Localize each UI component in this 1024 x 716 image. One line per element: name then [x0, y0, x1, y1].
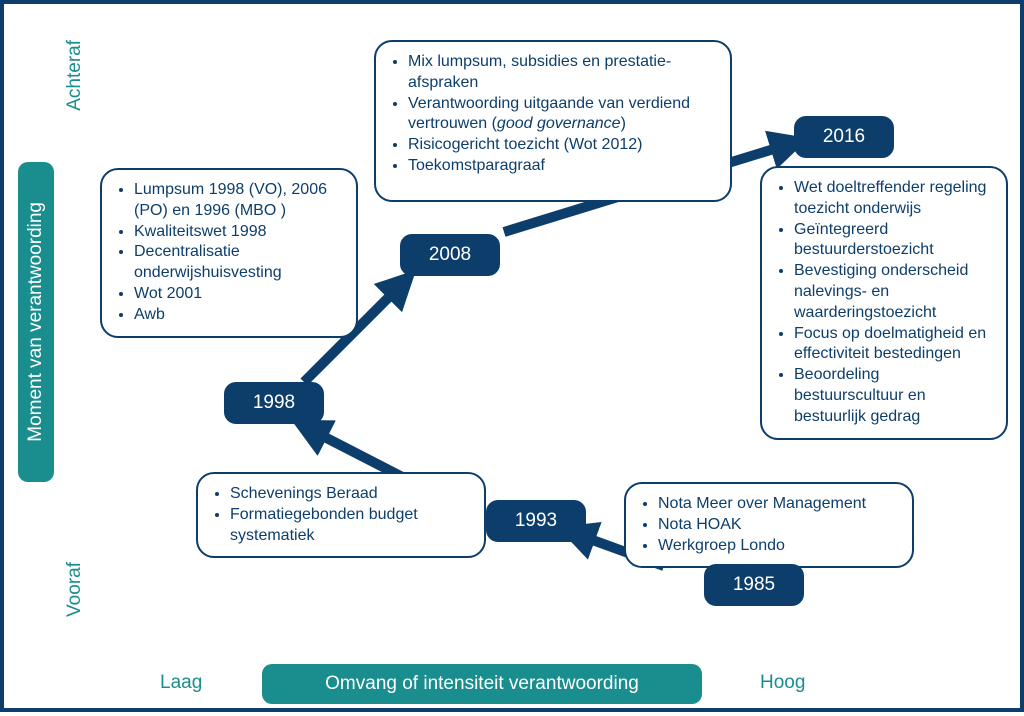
- diagram-frame: Moment van verantwoording Achteraf Voora…: [0, 0, 1024, 712]
- info-box-b1985: Nota Meer over ManagementNota HOAKWerkgr…: [624, 482, 914, 568]
- info-list: Wet doeltreffender regeling toezicht ond…: [776, 178, 992, 428]
- info-box-b1993: Schevenings BeraadFormatiegebonden budge…: [196, 472, 486, 558]
- year-badge-1993: 1993: [486, 500, 586, 542]
- info-list: Lumpsum 1998 (VO), 2006 (PO) en 1996 (MB…: [116, 180, 342, 326]
- info-box-b2016: Wet doeltreffender regeling toezicht ond…: [760, 166, 1008, 440]
- year-badge-2008: 2008: [400, 234, 500, 276]
- info-list: Mix lumpsum, subsidies en prestatie-afsp…: [390, 52, 716, 177]
- info-list: Nota Meer over ManagementNota HOAKWerkgr…: [640, 494, 898, 556]
- info-box-b2008: Mix lumpsum, subsidies en prestatie-afsp…: [374, 40, 732, 202]
- info-list: Schevenings BeraadFormatiegebonden budge…: [212, 484, 470, 546]
- year-badge-1998: 1998: [224, 382, 324, 424]
- year-badge-1985: 1985: [704, 564, 804, 606]
- year-badge-2016: 2016: [794, 116, 894, 158]
- info-box-b1998: Lumpsum 1998 (VO), 2006 (PO) en 1996 (MB…: [100, 168, 358, 338]
